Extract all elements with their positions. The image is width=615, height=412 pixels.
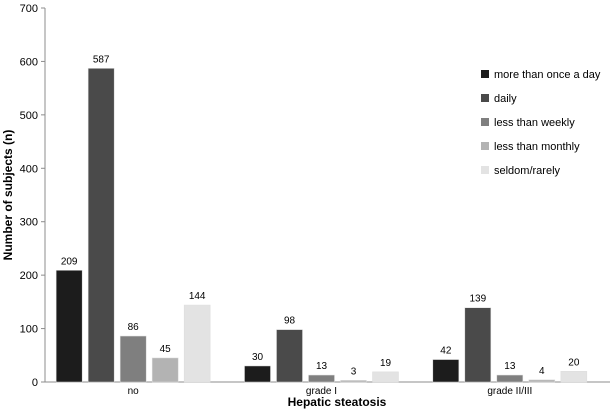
legend-swatch: [481, 166, 489, 174]
category-labels: no grade I grade II/III: [128, 386, 533, 397]
data-label: 144: [189, 291, 206, 302]
y-tick-label: 200: [20, 270, 38, 282]
category-label: grade I: [306, 386, 337, 397]
data-label: 139: [469, 294, 486, 305]
x-axis-title: Hepatic steatosis: [288, 395, 387, 409]
data-label: 13: [316, 361, 328, 372]
data-label: 45: [160, 344, 172, 355]
bar: [340, 380, 367, 383]
bar: [464, 307, 492, 383]
data-label: 3: [351, 366, 357, 377]
y-tick-label: 500: [20, 110, 38, 122]
bar: [276, 329, 303, 383]
bar: [496, 374, 524, 383]
bar: [560, 371, 588, 383]
data-label: 4: [539, 366, 545, 377]
bar: [87, 68, 115, 383]
data-labels: 209 587 86 45 144 30 98 13 3 19 42 139 13 4 20: [61, 54, 580, 377]
bars: [55, 68, 588, 383]
bar: [183, 304, 211, 383]
bar: [308, 374, 335, 383]
y-tick-label: 600: [20, 56, 38, 68]
bar: [432, 359, 460, 383]
category-label: grade II/III: [487, 386, 532, 397]
y-axis-title: Number of subjects (n): [1, 130, 15, 261]
data-label: 20: [568, 357, 580, 368]
legend-label: less than monthly: [494, 141, 580, 153]
legend-swatch: [481, 142, 489, 150]
bar: [151, 357, 179, 383]
data-label: 42: [440, 346, 452, 357]
bar: [55, 270, 83, 383]
data-label: 13: [504, 361, 516, 372]
legend-swatch: [481, 118, 489, 126]
category-label: no: [128, 386, 140, 397]
bar: [528, 379, 556, 383]
data-label: 587: [93, 54, 110, 65]
y-tick-label: 700: [20, 3, 38, 15]
data-label: 98: [284, 316, 296, 327]
data-label: 209: [61, 256, 78, 267]
legend-label: more than once a day: [494, 69, 601, 81]
data-label: 86: [128, 322, 140, 333]
y-tick-label: 300: [20, 217, 38, 229]
data-label: 19: [380, 358, 392, 369]
legend-swatch: [481, 70, 489, 78]
legend: more than once a day daily less than weekl…: [481, 69, 601, 177]
legend-label: less than weekly: [494, 117, 575, 129]
data-label: 30: [252, 352, 264, 363]
bar: [372, 371, 399, 383]
y-tick-label: 0: [32, 377, 38, 389]
y-axis-ticks: 0 100 200 300 400 500 600 700: [20, 3, 45, 389]
y-tick-label: 100: [20, 324, 38, 336]
legend-label: daily: [494, 93, 517, 105]
legend-label: seldom/rarely: [494, 165, 561, 177]
bar: [119, 335, 147, 383]
legend-swatch: [481, 94, 489, 102]
y-tick-label: 400: [20, 163, 38, 175]
bar: [244, 365, 271, 383]
